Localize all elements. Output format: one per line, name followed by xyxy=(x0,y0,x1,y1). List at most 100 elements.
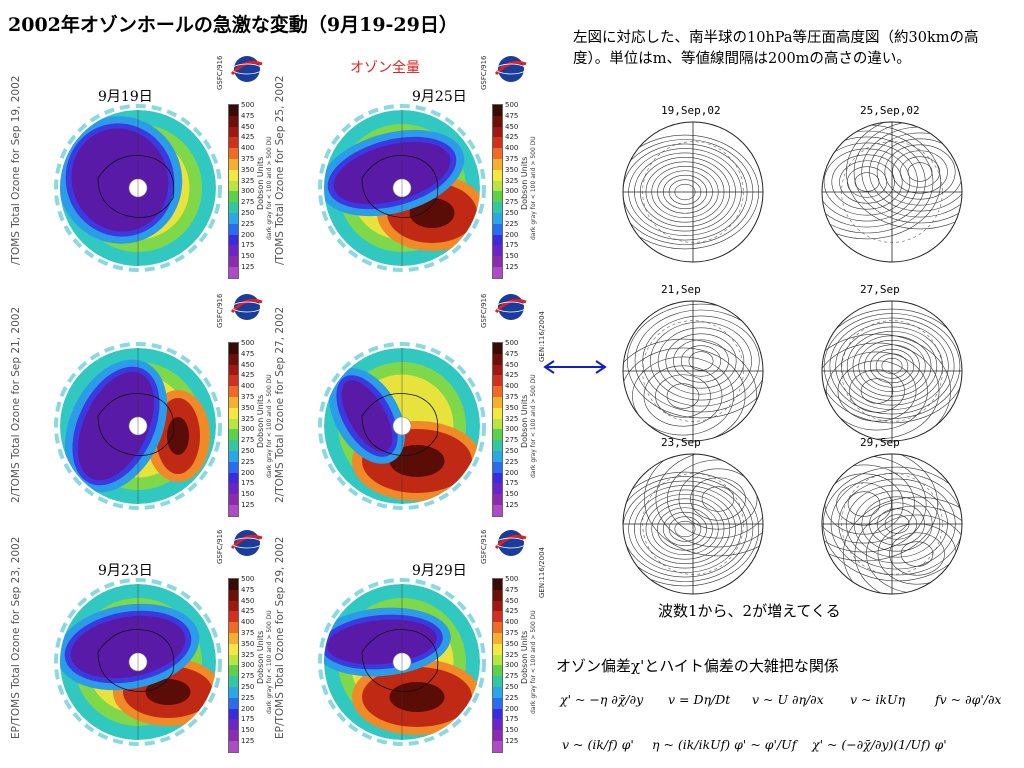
colorbar-tick: 325 xyxy=(241,414,255,423)
colorbar-tick: 400 xyxy=(505,618,519,627)
ozone-map xyxy=(318,342,486,510)
right-description: 左図に対応した、南半球の10hPa等圧面高度図（約30kmの高度）。単位はm、等… xyxy=(573,30,979,67)
colorbar xyxy=(492,342,503,517)
colorbar-tick: 275 xyxy=(505,672,519,681)
colorbar-tick: 350 xyxy=(241,639,255,648)
colorbar xyxy=(228,342,239,517)
colorbar-segment xyxy=(229,126,238,138)
colorbar-segment xyxy=(493,472,502,484)
colorbar-tick: 400 xyxy=(241,382,255,391)
colorbar-segment xyxy=(493,364,502,376)
equation-2: v = Dη/Dt xyxy=(668,692,731,707)
colorbar-tick: 300 xyxy=(241,187,255,196)
colorbar-tick: 225 xyxy=(505,457,519,466)
colorbar-ticks: 500 475 450 425 400 375 350 325 300 275 250 225 200 1… xyxy=(505,576,518,749)
colorbar-tick: 400 xyxy=(241,618,255,627)
colorbar-tick: 500 xyxy=(241,101,255,109)
colorbar-segment xyxy=(229,137,238,149)
colorbar-ticks: 500 475 450 425 400 375 350 325 300 275 250 225 200 1… xyxy=(241,340,254,513)
contour-map-label: 21,Sep xyxy=(661,283,701,296)
colorbar-tick: 125 xyxy=(505,262,519,271)
colorbar-tick: 375 xyxy=(505,628,519,637)
colorbar-tick: 275 xyxy=(241,672,255,681)
colorbar-tick: 450 xyxy=(505,596,519,605)
colorbar-segment xyxy=(493,450,502,462)
colorbar-note: dark gray for < 100 and > 500 DU xyxy=(530,610,537,714)
ozone-map xyxy=(318,578,486,746)
colorbar-tick: 175 xyxy=(241,715,255,724)
colorbar-segment xyxy=(493,245,502,257)
colorbar-segment xyxy=(493,697,502,709)
colorbar-segment xyxy=(229,504,238,516)
colorbar-title: Dobson Units xyxy=(520,394,529,448)
colorbar-tick: 350 xyxy=(241,165,255,174)
ozone-side-label: /TOMS Total Ozone for Sep 25, 2002 xyxy=(274,75,286,265)
colorbar-tick: 175 xyxy=(241,241,255,250)
colorbar-segment xyxy=(493,191,502,203)
colorbar-tick: 150 xyxy=(505,252,519,261)
contour-map-label: 23,Sep xyxy=(661,436,701,449)
contour-map-label: 19,Sep,02 xyxy=(661,104,721,117)
nasa-logo-icon xyxy=(494,56,527,82)
colorbar-segment xyxy=(493,180,502,192)
colorbar-tick: 475 xyxy=(241,585,255,594)
colorbar-segment xyxy=(493,418,502,430)
colorbar-tick: 350 xyxy=(505,165,519,174)
colorbar-tick: 325 xyxy=(241,650,255,659)
colorbar-segment xyxy=(229,375,238,387)
colorbar-segment xyxy=(493,676,502,687)
colorbar-tick: 500 xyxy=(505,339,519,347)
colorbar-segment xyxy=(493,708,502,720)
colorbar-tick: 375 xyxy=(241,392,255,401)
colorbar-tick: 200 xyxy=(505,704,519,713)
equation-6: v ~ (ik/f) φ' xyxy=(562,737,634,752)
contour-map xyxy=(622,300,764,442)
colorbar-segment xyxy=(493,386,502,397)
colorbar-segment xyxy=(229,234,238,246)
colorbar-note: dark gray for < 100 and > 500 DU xyxy=(266,136,273,240)
colorbar-tick: 350 xyxy=(505,403,519,412)
colorbar-tick: 275 xyxy=(505,198,519,207)
colorbar-tick: 325 xyxy=(241,176,255,185)
colorbar-ticks: 500 475 450 425 400 375 350 325 300 275 250 225 200 1… xyxy=(241,576,254,749)
nasa-logo-icon xyxy=(494,294,527,320)
colorbar-segment xyxy=(229,212,238,224)
colorbar-tick: 150 xyxy=(241,252,255,261)
colorbar-tick: 250 xyxy=(505,208,519,217)
colorbar-segment xyxy=(493,223,502,235)
colorbar-tick: 225 xyxy=(241,693,255,702)
ozone-panel: 2/TOMS Total Ozone for Sep 27, 2002 GSFC/… xyxy=(274,293,577,528)
colorbar-title: Dobson Units xyxy=(520,630,529,684)
colorbar-segment xyxy=(493,158,502,170)
colorbar-segment xyxy=(493,665,502,677)
colorbar-segment xyxy=(493,654,502,666)
colorbar-segment xyxy=(229,643,238,655)
gsfc-label: GSFC/916 xyxy=(216,293,224,328)
equation-1: χ' ~ −η ∂χ̄/∂y xyxy=(560,692,644,707)
equation-8: χ' ~ (−∂χ̄/∂y)(1/Uf) φ' xyxy=(812,737,947,752)
ozone-date-label: 9月23日 xyxy=(98,563,153,579)
colorbar-segment xyxy=(229,472,238,484)
colorbar-segment xyxy=(229,115,238,127)
ozone-panel: EP/TOMS Total Ozone for Sep 29, 2002 9月29… xyxy=(274,529,577,764)
gsfc-label: GSFC/916 xyxy=(480,55,488,90)
colorbar-title: Dobson Units xyxy=(256,630,265,684)
colorbar-segment xyxy=(493,622,502,633)
colorbar xyxy=(228,578,239,753)
colorbar-segment xyxy=(229,105,238,116)
colorbar-segment xyxy=(229,343,238,354)
colorbar-tick: 350 xyxy=(505,639,519,648)
colorbar-segment xyxy=(229,611,238,623)
colorbar-segment xyxy=(229,483,238,495)
colorbar-tick: 450 xyxy=(241,122,255,131)
colorbar-segment xyxy=(493,440,502,451)
colorbar-note: dark gray for < 100 and > 500 DU xyxy=(266,610,273,714)
ozone-panel: 2/TOMS Total Ozone for Sep 21, 2002 GSFC/… xyxy=(10,293,313,528)
relation-title: オゾン偏差χ'とハイト偏差の大雑把な関係 xyxy=(556,657,839,675)
colorbar-tick: 400 xyxy=(241,144,255,153)
colorbar-note: dark gray for < 100 and > 500 DU xyxy=(530,136,537,240)
colorbar-segment xyxy=(229,353,238,365)
colorbar-tick: 475 xyxy=(505,349,519,358)
colorbar-segment xyxy=(229,202,238,213)
colorbar-segment xyxy=(493,611,502,623)
